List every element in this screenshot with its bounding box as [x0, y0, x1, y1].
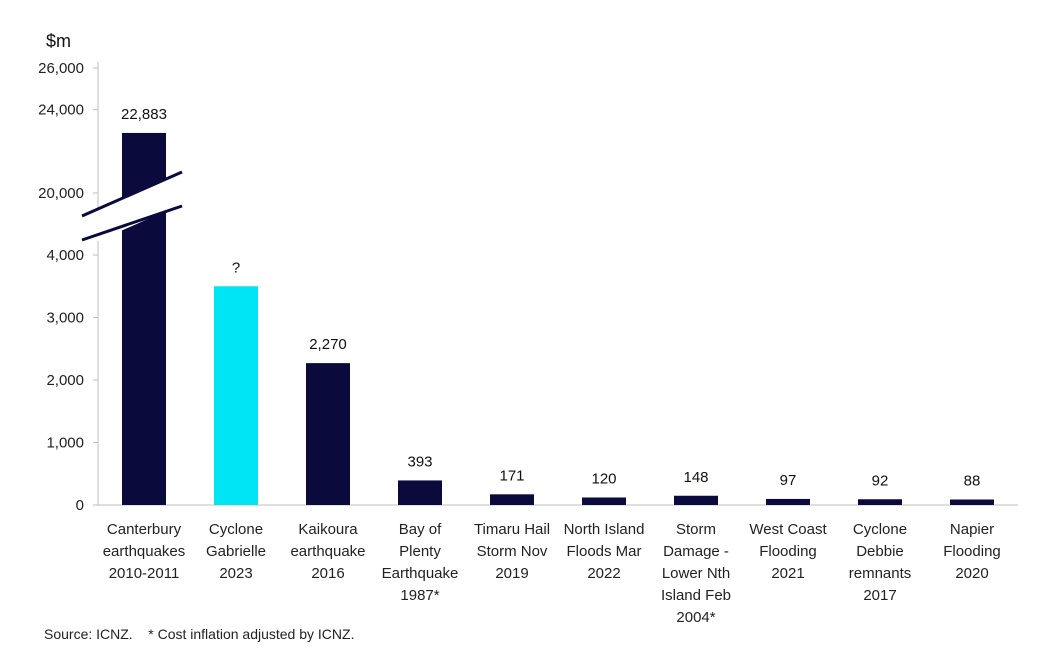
category-label-line: Lower Nth [662, 565, 730, 582]
category-label-line: Napier [950, 521, 994, 538]
category-label-line: Floods Mar [566, 543, 641, 560]
data-label: 171 [499, 467, 524, 484]
category-label: Storm Damage - Lower Nth Island Feb 2004* [661, 521, 731, 626]
category-label-line: Timaru Hail [474, 521, 550, 538]
category-label-line: 2022 [587, 565, 620, 582]
data-label: ? [232, 259, 240, 276]
category-label: Napier Flooding 2020 [943, 521, 1001, 582]
data-label: 148 [683, 469, 708, 486]
category-label-line: 2021 [771, 565, 804, 582]
bar [858, 499, 902, 505]
bar [490, 494, 534, 505]
data-label: 393 [407, 453, 432, 470]
y-tick-label: 1,000 [46, 435, 84, 452]
bar [582, 497, 626, 505]
bar [214, 286, 258, 505]
category-label-line: 2019 [495, 565, 528, 582]
category-label-line: Storm [676, 521, 716, 538]
category-label-line: Plenty [399, 543, 441, 560]
category-label-line: Damage - [663, 543, 729, 560]
bars [122, 132, 994, 505]
category-label-line: 2017 [863, 587, 896, 604]
category-label-line: earthquake [290, 543, 365, 560]
category-label-line: Canterbury [107, 521, 182, 538]
y-tick-label: 4,000 [46, 247, 84, 264]
y-axis: 0 1,000 2,000 3,000 4,000 20,000 24,000 26,000 [38, 60, 1018, 514]
category-label-line: Island Feb [661, 587, 731, 604]
category-label-line: North Island [564, 521, 645, 538]
category-label-line: Debbie [856, 543, 904, 560]
category-label-line: Earthquake [382, 565, 459, 582]
category-label-line: Cyclone [209, 521, 263, 538]
data-label: 120 [591, 471, 616, 488]
category-labels: Canterbury earthquakes 2010-2011 Cyclone Gab… [103, 521, 1001, 626]
axis-break-line [81, 204, 183, 242]
y-tick-label: 20,000 [38, 185, 84, 202]
category-label: Canterbury earthquakes 2010-2011 [103, 521, 186, 582]
category-label: Cyclone Gabrielle 2023 [206, 521, 266, 582]
category-label-line: Bay of [399, 521, 442, 538]
bar [306, 363, 350, 505]
data-label: 22,883 [121, 106, 167, 123]
category-label: West Coast Flooding 2021 [749, 521, 827, 582]
category-label-line: remnants [849, 565, 912, 582]
category-label-line: 1987* [400, 587, 439, 604]
category-label-line: 2016 [311, 565, 344, 582]
category-label: Kaikoura earthquake 2016 [290, 521, 365, 582]
axis-break-marker [81, 170, 183, 248]
y-tick-label: 0 [76, 497, 84, 514]
y-tick-label: 3,000 [46, 310, 84, 327]
category-label-line: earthquakes [103, 543, 186, 560]
data-label: 92 [872, 472, 889, 489]
category-label-line: 2023 [219, 565, 252, 582]
category-label-line: 2010-2011 [109, 565, 180, 582]
y-tick-label: 2,000 [46, 372, 84, 389]
category-label: North Island Floods Mar 2022 [564, 521, 645, 582]
category-label: Timaru Hail Storm Nov 2019 [474, 521, 550, 582]
axis-break-line [81, 170, 183, 218]
data-labels: 22,883? 2,270 393 171 120 148 97 92 88 [121, 106, 980, 490]
bar [766, 498, 810, 505]
y-tick-label: 24,000 [38, 102, 84, 119]
category-label-line: Kaikoura [298, 521, 358, 538]
category-label: Cyclone Debbie remnants 2017 [849, 521, 912, 604]
category-label-line: 2004* [676, 609, 715, 626]
category-label-line: Flooding [943, 543, 1001, 560]
category-label-line: Cyclone [853, 521, 907, 538]
category-label-line: Gabrielle [206, 543, 266, 560]
data-label: 97 [780, 472, 797, 489]
category-label-line: West Coast [749, 521, 827, 538]
category-label-line: 2020 [955, 565, 988, 582]
data-label: 88 [964, 473, 981, 490]
category-label: Bay of Plenty Earthquake 1987* [382, 521, 459, 604]
data-label: 2,270 [309, 336, 347, 353]
bar [398, 480, 442, 505]
y-tick-label: 26,000 [38, 60, 84, 77]
category-label-line: Storm Nov [477, 543, 548, 560]
y-axis-unit-label: $m [46, 31, 71, 51]
bar [950, 499, 994, 505]
source-note: Source: ICNZ. * Cost inflation adjusted … [44, 626, 355, 642]
axis-break-gap [82, 172, 182, 248]
category-label-line: Flooding [759, 543, 817, 560]
bar [674, 495, 718, 505]
